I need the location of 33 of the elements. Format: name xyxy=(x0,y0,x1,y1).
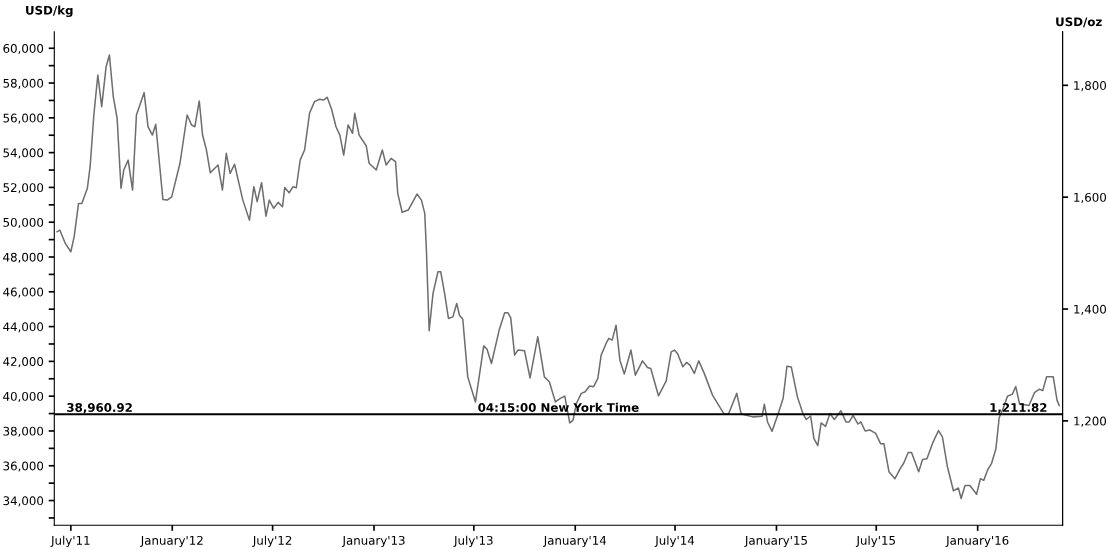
annotation: 04:15:00 New York Time xyxy=(478,402,639,412)
y-tick-label: 44,000 xyxy=(3,322,44,333)
annotation: 1,211.82 xyxy=(990,403,1047,414)
y-tick-label: 54,000 xyxy=(3,148,44,159)
x-tick-label: January'14 xyxy=(543,536,607,548)
y2-tick-label: 1,200 xyxy=(1074,416,1106,427)
y2-tick-label: 1,400 xyxy=(1074,304,1106,315)
x-tick-label: July'15 xyxy=(855,535,895,548)
y-tick-label: 58,000 xyxy=(3,78,44,89)
y-tick-label: 56,000 xyxy=(3,113,44,124)
x-tick-label: July'11 xyxy=(50,535,90,548)
y-tick-label: 38,000 xyxy=(3,426,44,437)
ref-line-label: 38,960.92 xyxy=(67,403,132,414)
x-tick-label: January'13 xyxy=(341,535,405,548)
y-tick-label: 50,000 xyxy=(3,217,44,229)
y-tick-label: 46,000 xyxy=(3,287,44,298)
x-tick-label: January'16 xyxy=(945,535,1009,548)
y-tick-label: 42,000 xyxy=(3,357,44,368)
x-tick-label: July'13 xyxy=(453,535,493,548)
x-tick-label: January'15 xyxy=(744,536,807,548)
y-axis-title: USD/kg xyxy=(26,5,73,18)
y-tick-label: 36,000 xyxy=(3,461,44,472)
y2-axis-title: USD/oz xyxy=(1056,17,1102,28)
x-tick-label: July'12 xyxy=(252,535,292,548)
y2-tick-label: 1,800 xyxy=(1074,81,1106,92)
x-tick-label: July'14 xyxy=(654,535,695,548)
y-tick-label: 60,000 xyxy=(3,43,44,55)
y-tick-label: 40,000 xyxy=(3,391,44,403)
x-tick-label: January'12 xyxy=(140,535,203,548)
y-tick-label: 34,000 xyxy=(3,496,44,507)
y2-tick-label: 1,600 xyxy=(1074,192,1106,204)
y-tick-label: 52,000 xyxy=(3,183,44,194)
y-tick-label: 48,000 xyxy=(3,252,44,263)
